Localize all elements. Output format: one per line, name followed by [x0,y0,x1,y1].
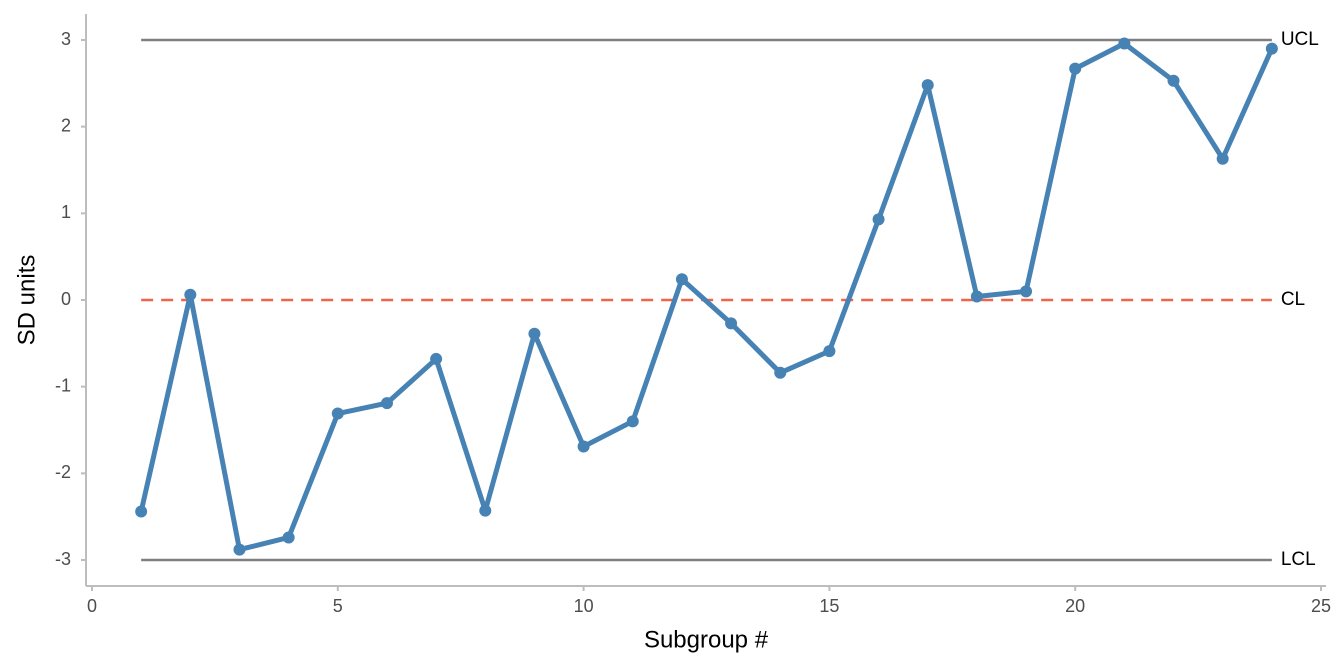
point [1265,42,1278,55]
point [184,288,197,301]
x-tick-label: 0 [87,596,97,616]
point [380,397,393,410]
y-tick-label: 1 [61,202,71,222]
point [479,504,492,517]
limit-label: CL [1281,289,1305,310]
point [233,543,246,556]
point [1020,285,1033,298]
limit-label: UCL [1281,29,1319,50]
point [725,317,738,330]
point [528,327,541,340]
point [135,505,148,518]
point [970,290,983,303]
point [675,273,688,286]
point [1069,62,1082,75]
x-axis-title: Subgroup # [644,626,769,653]
y-tick-label: 2 [61,115,71,135]
limit-label: LCL [1281,549,1316,570]
point [1118,37,1131,50]
y-tick-label: -3 [55,549,71,569]
point [430,352,443,365]
x-tick-label: 5 [333,596,343,616]
y-tick-label: 3 [61,29,71,49]
point [331,407,344,420]
point [577,440,590,453]
x-tick-label: 10 [574,596,594,616]
y-tick-label: 0 [61,289,71,309]
point [823,345,836,358]
point [774,366,787,379]
point [921,79,934,92]
x-tick-label: 15 [819,596,839,616]
y-tick-label: -1 [55,375,71,395]
x-tick-label: 25 [1311,596,1331,616]
point [872,213,885,226]
x-tick-label: 20 [1065,596,1085,616]
point [626,415,639,428]
point [282,531,295,544]
y-tick-label: -2 [55,462,71,482]
y-axis-title: SD units [13,255,40,346]
point [1216,152,1229,165]
series-line [138,40,1275,553]
point [1167,74,1180,87]
